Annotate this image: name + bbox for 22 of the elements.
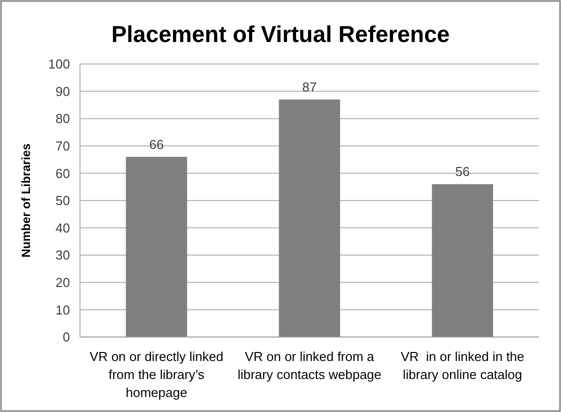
y-tick-label: 10 bbox=[56, 302, 70, 318]
y-tick-label: 20 bbox=[56, 274, 70, 290]
y-tick-label: 100 bbox=[48, 56, 70, 72]
data-label: 66 bbox=[149, 136, 164, 152]
chart-title: Placement of Virtual Reference bbox=[111, 21, 450, 47]
y-tick-label: 40 bbox=[56, 220, 70, 236]
y-tick-label: 90 bbox=[56, 84, 70, 99]
y-tick-label: 50 bbox=[56, 193, 70, 208]
x-tick-label: VR in or linked in the library online catalog bbox=[400, 349, 524, 382]
y-tick-label: 0 bbox=[62, 330, 70, 345]
bar bbox=[278, 99, 340, 337]
y-tick-label: 30 bbox=[56, 248, 70, 263]
x-tick-label: VR on or linked from a library contacts webpage bbox=[238, 349, 382, 382]
y-tick-label: 80 bbox=[56, 111, 70, 126]
y-axis-title: Number of Libraries bbox=[19, 143, 33, 258]
y-tick-label: 60 bbox=[56, 166, 70, 181]
data-label: 56 bbox=[455, 164, 470, 180]
x-tick-label: VR on or directly linked from the library’s homepage bbox=[90, 349, 224, 400]
bar bbox=[432, 184, 494, 337]
bar bbox=[126, 156, 188, 337]
y-tick-label: 70 bbox=[56, 138, 70, 154]
data-label: 87 bbox=[302, 79, 317, 94]
